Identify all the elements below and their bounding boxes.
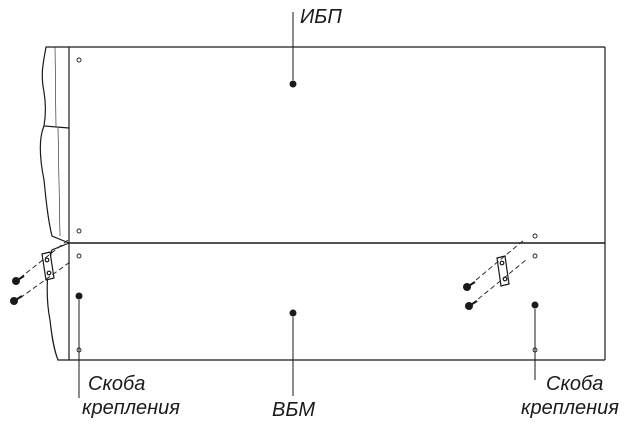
battery-module-unit bbox=[46, 242, 606, 361]
right-screws bbox=[463, 281, 478, 310]
mounting-hole bbox=[76, 57, 82, 63]
mounting-hole bbox=[532, 253, 538, 259]
right-bracket-dot bbox=[531, 301, 539, 309]
ups-unit bbox=[39, 46, 606, 244]
left-bracket-label-line2: крепления bbox=[82, 397, 180, 419]
right-bracket-label-line2: крепления bbox=[521, 397, 619, 419]
left-bracket-dot bbox=[75, 292, 83, 300]
right-mounting-bracket bbox=[496, 255, 510, 287]
mounting-hole bbox=[76, 228, 82, 234]
left-bracket-label-line1: Скоба bbox=[88, 373, 146, 395]
battery-center-dot bbox=[289, 309, 297, 317]
ups-label: ИБП bbox=[300, 6, 342, 28]
right-bracket-label-line1: Скоба bbox=[546, 373, 604, 395]
ups-center-dot bbox=[289, 80, 297, 88]
mounting-hole bbox=[76, 253, 82, 259]
battery-module-label: ВБМ bbox=[272, 399, 316, 421]
left-screws bbox=[10, 275, 25, 305]
mounting-hole bbox=[532, 233, 538, 239]
left-mounting-bracket bbox=[41, 251, 55, 281]
